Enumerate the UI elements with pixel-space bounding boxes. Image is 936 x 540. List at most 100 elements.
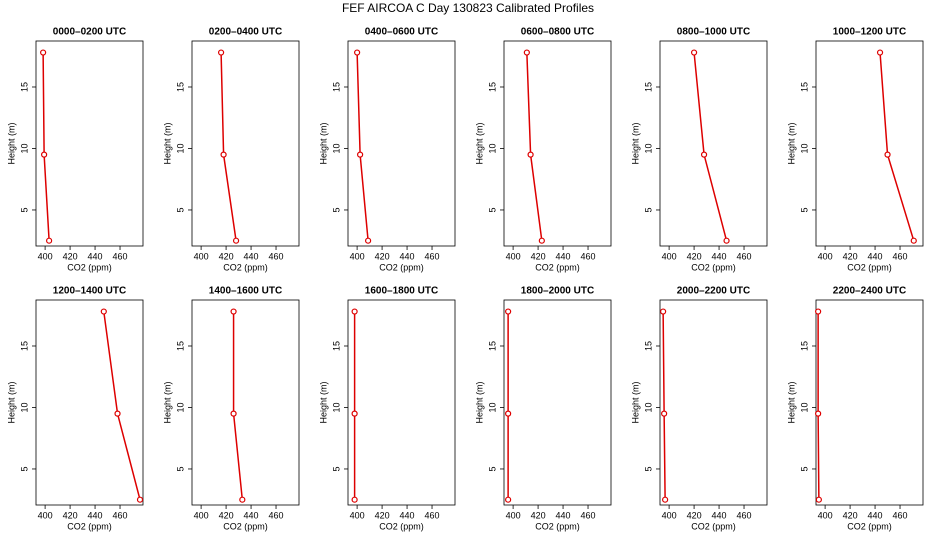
x-tick-label: 440: [400, 510, 415, 520]
profile-point: [239, 496, 246, 503]
x-axis-label: CO2 (ppm): [223, 521, 268, 531]
x-tick-label: 460: [737, 251, 752, 261]
x-axis-label: CO2 (ppm): [379, 262, 424, 272]
x-tick-label: 440: [556, 510, 571, 520]
profile-point: [662, 496, 669, 503]
y-tick-label: 15: [643, 341, 653, 351]
panel-title: 0800–1000 UTC: [677, 27, 750, 38]
y-tick-label: 5: [175, 207, 185, 212]
y-tick-label: 15: [331, 341, 341, 351]
profile-point: [910, 237, 917, 244]
profile-point: [660, 308, 667, 315]
x-tick-label: 460: [113, 251, 128, 261]
x-tick-label: 400: [194, 251, 209, 261]
y-tick-label: 10: [799, 402, 809, 412]
plot-frame: [347, 299, 456, 506]
x-tick-label: 400: [38, 510, 53, 520]
main-title: FEF AIRCOA C Day 130823 Calibrated Profi…: [342, 1, 594, 15]
y-tick-label: 5: [19, 207, 29, 212]
plot-frame: [191, 299, 300, 506]
x-axis-label: CO2 (ppm): [67, 521, 112, 531]
y-tick-label: 10: [643, 143, 653, 153]
panel-title: 1000–1200 UTC: [833, 27, 906, 38]
plot-frame: [503, 299, 612, 506]
profile-point: [815, 496, 822, 503]
profile-point: [40, 49, 47, 56]
plot-frame: [35, 299, 144, 506]
y-tick-label: 5: [19, 466, 29, 471]
x-tick-label: 420: [219, 251, 234, 261]
panel-title: 0600–0800 UTC: [521, 27, 594, 38]
x-tick-label: 420: [687, 510, 702, 520]
profile-line: [103, 311, 141, 500]
x-tick-label: 420: [375, 251, 390, 261]
plot-frame: [347, 40, 456, 247]
x-tick-label: 420: [843, 251, 858, 261]
y-tick-label: 15: [643, 82, 653, 92]
x-axis-label: CO2 (ppm): [847, 521, 892, 531]
x-tick-label: 420: [687, 251, 702, 261]
profile-point: [527, 151, 534, 158]
x-axis-label: CO2 (ppm): [379, 521, 424, 531]
x-axis-label: CO2 (ppm): [223, 262, 268, 272]
profile-line: [817, 311, 820, 500]
profile-point: [351, 496, 358, 503]
profile-point: [351, 410, 358, 417]
panel-title: 1400–1600 UTC: [209, 286, 282, 297]
x-tick-label: 440: [868, 510, 883, 520]
profile-line: [232, 311, 244, 500]
panel-title: 0200–0400 UTC: [209, 27, 282, 38]
x-tick-label: 440: [88, 510, 103, 520]
y-tick-label: 15: [19, 341, 29, 351]
x-tick-label: 420: [63, 510, 78, 520]
profile-point: [505, 308, 512, 315]
y-axis-label: Height (m): [474, 381, 484, 423]
panel-title: 0000–0200 UTC: [53, 27, 126, 38]
y-tick-label: 15: [175, 341, 185, 351]
y-tick-label: 10: [487, 143, 497, 153]
x-tick-label: 460: [113, 510, 128, 520]
y-axis-label: Height (m): [162, 122, 172, 164]
y-tick-label: 10: [175, 402, 185, 412]
x-tick-label: 420: [63, 251, 78, 261]
y-tick-label: 5: [331, 466, 341, 471]
profile-point: [354, 49, 361, 56]
panel-title: 0400–0600 UTC: [365, 27, 438, 38]
x-tick-label: 460: [893, 251, 908, 261]
y-tick-label: 15: [487, 82, 497, 92]
y-tick-label: 5: [799, 466, 809, 471]
profile-point: [100, 308, 107, 315]
profile-point: [661, 410, 668, 417]
profile-point: [217, 49, 225, 56]
y-tick-label: 10: [487, 402, 497, 412]
x-tick-label: 400: [506, 251, 521, 261]
profile-point: [505, 496, 512, 503]
x-axis-label: CO2 (ppm): [847, 262, 892, 272]
x-axis-label: CO2 (ppm): [691, 262, 736, 272]
plot-frame: [503, 40, 612, 247]
profile-point: [700, 151, 708, 158]
profile-point: [351, 308, 358, 315]
y-axis-label: Height (m): [162, 381, 172, 423]
x-tick-label: 400: [38, 251, 53, 261]
x-tick-label: 460: [581, 510, 596, 520]
x-tick-label: 440: [712, 251, 727, 261]
y-tick-label: 10: [19, 402, 29, 412]
y-axis-label: Height (m): [786, 381, 796, 423]
profile-point: [876, 49, 884, 56]
y-tick-label: 10: [643, 402, 653, 412]
y-axis-label: Height (m): [786, 122, 796, 164]
x-tick-label: 440: [712, 510, 727, 520]
x-tick-label: 460: [425, 510, 440, 520]
y-tick-label: 5: [175, 466, 185, 471]
y-tick-label: 10: [331, 402, 341, 412]
y-tick-label: 10: [19, 143, 29, 153]
y-tick-label: 10: [331, 143, 341, 153]
x-tick-label: 420: [219, 510, 234, 520]
x-tick-label: 420: [843, 510, 858, 520]
x-tick-label: 440: [244, 251, 259, 261]
x-tick-label: 460: [581, 251, 596, 261]
profile-point: [884, 151, 891, 158]
profile-point: [41, 151, 48, 158]
